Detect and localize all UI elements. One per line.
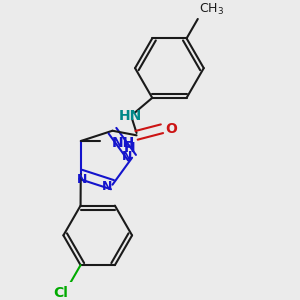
Text: H: H	[124, 141, 135, 155]
Text: N: N	[77, 173, 87, 186]
Text: Cl: Cl	[53, 286, 68, 300]
Text: HN: HN	[119, 109, 142, 123]
Text: N: N	[102, 180, 112, 193]
Text: CH$_3$: CH$_3$	[199, 2, 224, 17]
Text: N: N	[122, 150, 132, 163]
Text: O: O	[165, 122, 177, 136]
Text: NH: NH	[112, 136, 135, 149]
